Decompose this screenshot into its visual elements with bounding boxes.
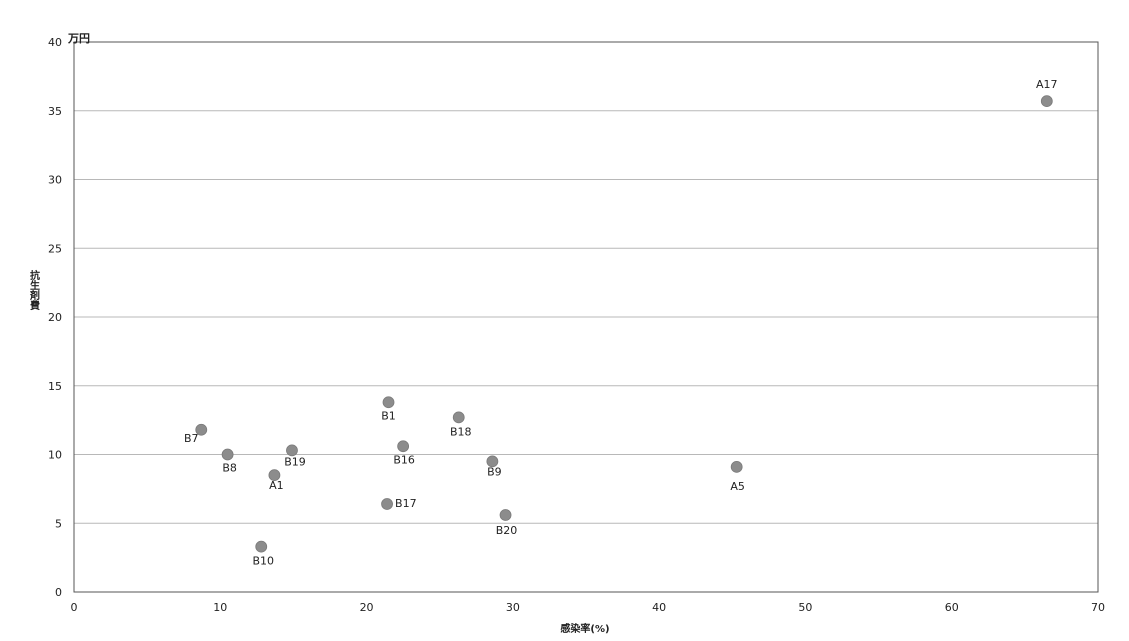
- x-tick-label: 10: [213, 601, 227, 614]
- point-label-a5: A5: [730, 480, 745, 493]
- y-tick-label: 30: [48, 174, 62, 187]
- point-label-b19: B19: [284, 455, 306, 468]
- data-points: [195, 95, 1053, 553]
- x-tick-label: 30: [506, 601, 520, 614]
- point-label-b16: B16: [393, 453, 415, 466]
- data-point-b16: [397, 440, 410, 453]
- data-point-b19: [286, 444, 298, 457]
- x-tick-label: 50: [798, 601, 812, 614]
- data-point-b7: [195, 423, 208, 436]
- y-tick-label: 15: [48, 380, 62, 393]
- point-label-b7: B7: [184, 432, 199, 445]
- point-labels: A17 B1 B18 B7 B19 B16 B8 B9 A5 A1 B17 B20 B10: [184, 78, 1058, 568]
- data-point-b10: [255, 540, 268, 553]
- x-tick-labels: 0 10 20 30 40 50 60 70: [71, 601, 1106, 614]
- y-tick-label: 40: [48, 36, 62, 49]
- x-tick-label: 0: [71, 601, 78, 614]
- point-label-b9: B9: [487, 465, 502, 478]
- point-label-b17: B17: [395, 497, 417, 510]
- x-tick-label: 20: [360, 601, 374, 614]
- data-point-b18: [452, 411, 465, 424]
- data-point-a5: [730, 460, 743, 473]
- data-point-b9: [486, 455, 499, 468]
- data-point-b17: [381, 498, 393, 510]
- plot-frame: [73, 41, 1099, 593]
- y-tick-label: 10: [48, 449, 62, 462]
- data-point-b8: [221, 448, 234, 461]
- point-label-b20: B20: [496, 524, 518, 537]
- data-point-b1: [382, 396, 395, 409]
- point-label-b1: B1: [381, 409, 396, 422]
- point-label-b8: B8: [222, 462, 237, 475]
- data-point-a1: [268, 469, 281, 482]
- y-tick-label: 20: [48, 311, 62, 324]
- y-tick-label: 35: [48, 105, 62, 118]
- x-axis-title: 感染率(%): [560, 622, 609, 635]
- point-label-b10: B10: [252, 555, 274, 568]
- data-point-a17: [1040, 95, 1053, 108]
- y-tick-label: 25: [48, 242, 62, 255]
- point-label-a1: A1: [269, 479, 284, 492]
- x-tick-label: 40: [652, 601, 666, 614]
- point-label-b18: B18: [450, 425, 472, 438]
- y-unit-label: 万円: [67, 32, 90, 45]
- x-tick-label: 70: [1091, 601, 1105, 614]
- y-tick-labels: 0 5 10 15 20 25 30 35 40: [48, 36, 62, 599]
- data-point-b20: [499, 509, 512, 521]
- y-tick-label: 5: [55, 517, 62, 530]
- y-tick-label: 0: [55, 586, 62, 599]
- x-tick-label: 60: [945, 601, 959, 614]
- point-label-a17: A17: [1036, 78, 1058, 91]
- y-axis-title: 抗生剤費: [28, 269, 41, 311]
